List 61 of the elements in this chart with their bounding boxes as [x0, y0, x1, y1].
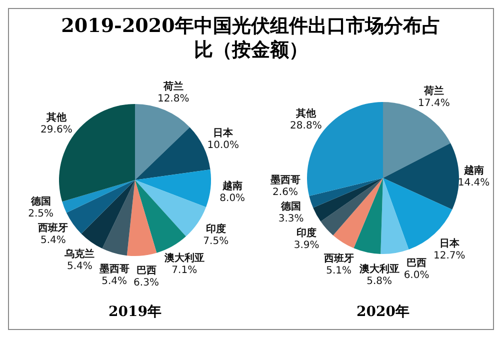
slice-label: 西班牙 — [322, 252, 354, 265]
pie-slice — [102, 180, 135, 256]
data-label: 7.5% — [203, 236, 229, 248]
slice-label: 巴西 — [406, 258, 427, 270]
slice-label: 印度 — [296, 227, 317, 240]
data-label: 12.8% — [157, 94, 190, 105]
data-label: 29.6% — [40, 124, 72, 136]
data-label: 5.4% — [102, 276, 128, 287]
text: 2019年 — [108, 304, 162, 320]
data-label: 3.3% — [278, 213, 304, 224]
data-label: 2.6% — [272, 186, 298, 198]
pie-slice — [66, 180, 135, 234]
text: 2020年 — [356, 304, 410, 320]
slice-label: 日本 — [439, 238, 460, 250]
slice-label: 巴西 — [136, 265, 156, 276]
slice-label: 荷兰 — [162, 80, 184, 93]
data-label: 2.5% — [28, 208, 54, 220]
pie-slice — [126, 180, 157, 256]
data-label: 6.0% — [404, 270, 430, 282]
data-label: 5.4% — [66, 261, 92, 272]
slice-label: 越南 — [221, 180, 242, 192]
pie-slice — [380, 178, 409, 254]
slice-label: 日本 — [213, 127, 234, 140]
slice-label: 墨西哥 — [98, 262, 130, 275]
data-label: 12.7% — [434, 250, 466, 262]
slice-label: 德国 — [30, 195, 51, 208]
data-label: 28.8% — [290, 120, 322, 132]
pie-slice — [333, 178, 383, 248]
data-label: 5.8% — [366, 276, 392, 287]
pie-slice — [135, 180, 186, 253]
slice-label: 越南 — [462, 164, 484, 177]
data-label: 6.3% — [134, 277, 159, 288]
pie-slice — [62, 180, 135, 213]
pie-slice — [135, 180, 206, 236]
slice-label: 澳大利亚 — [163, 252, 204, 264]
data-label: 3.9% — [294, 240, 320, 252]
slice-label: 德国 — [280, 200, 302, 212]
pie-slice — [383, 143, 459, 210]
pie-slice — [320, 178, 383, 236]
pie-slice — [135, 104, 190, 180]
slice-label: 墨西哥 — [269, 174, 300, 186]
pie-slice — [313, 178, 383, 222]
data-label: 10.0% — [207, 140, 240, 152]
slice-label: 其他 — [45, 112, 68, 124]
data-label: 14.4% — [458, 178, 490, 189]
slice-label: 西班牙 — [37, 222, 68, 234]
slice-label: 澳大利亚 — [358, 262, 400, 275]
slice-label: 其他 — [294, 108, 317, 120]
data-label: 17.4% — [418, 98, 450, 109]
pie-slice — [354, 178, 383, 254]
data-label: 5.4% — [40, 234, 66, 246]
slice-label: 荷兰 — [422, 84, 444, 97]
data-label: 5.1% — [326, 266, 352, 277]
pie-slice — [81, 180, 135, 249]
data-label: 8.0% — [220, 192, 246, 204]
chart-title: 2019-2020年中国光伏组件出口市场分布占比（按金额） — [61, 15, 441, 61]
slice-label: 乌克兰 — [64, 248, 95, 260]
data-label: 7.1% — [172, 264, 198, 276]
slice-label: 印度 — [206, 223, 226, 236]
pie-slice — [309, 178, 383, 208]
pie-slice — [135, 170, 211, 208]
